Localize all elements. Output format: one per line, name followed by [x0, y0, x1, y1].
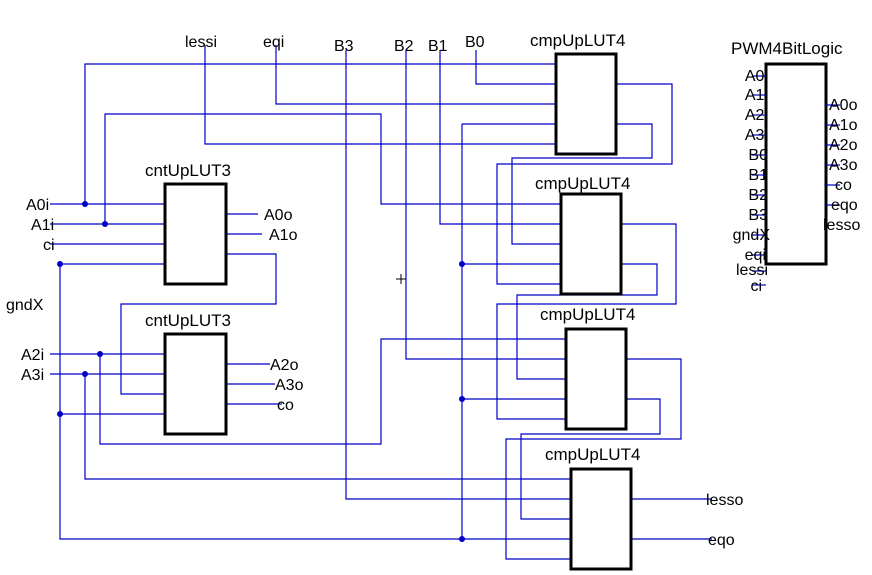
symbol-right-pins — [826, 104, 840, 206]
output-label-co: co — [277, 397, 294, 414]
pin-label: ci — [750, 278, 762, 295]
crosshair-cursor-icon — [396, 274, 406, 284]
block-label: cntUpLUT3 — [145, 161, 231, 180]
junction-dot — [82, 201, 88, 207]
wire-cmp1-outputs[interactable] — [496, 83, 673, 285]
junctions — [57, 201, 465, 542]
wire-b0[interactable] — [475, 50, 556, 85]
block-body[interactable] — [163, 182, 228, 286]
symbol-title: PWM4BitLogic — [731, 39, 843, 58]
block-label: cmpUpLUT4 — [545, 445, 640, 464]
junction-dot — [459, 396, 465, 402]
port-label-a0i: A0i — [26, 197, 49, 214]
block-body[interactable] — [163, 332, 228, 436]
pin-label: B0 — [748, 147, 768, 164]
port-label-a3i: A3i — [21, 367, 44, 384]
junction-dot — [82, 371, 88, 377]
port-label-b1: B1 — [428, 38, 448, 55]
pin-label: eqo — [831, 197, 858, 214]
wire-b3[interactable] — [345, 50, 571, 500]
pin-label: eqi — [745, 247, 766, 264]
symbol-body[interactable] — [764, 62, 828, 266]
pin-label: co — [835, 177, 852, 194]
output-label-a2o: A2o — [270, 357, 299, 374]
wire-a3i[interactable] — [50, 373, 571, 480]
comparator-block-4[interactable]: cmpUpLUT4 — [545, 445, 640, 571]
port-label-b3: B3 — [334, 38, 354, 55]
wire-b1[interactable] — [439, 50, 561, 225]
comparator-block-1[interactable]: cmpUpLUT4 — [530, 31, 625, 156]
output-label-a3o: A3o — [275, 377, 304, 394]
port-label-lessi: lessi — [185, 34, 217, 51]
port-label-gndx: gndX — [6, 297, 44, 314]
junction-dot — [97, 351, 103, 357]
wire-gndx[interactable] — [59, 123, 571, 540]
block-body[interactable] — [564, 327, 628, 431]
pin-label: A2i — [745, 107, 768, 124]
pin-label: A1i — [745, 87, 768, 104]
wire-a2i[interactable] — [50, 338, 566, 445]
wire-counter2-outputs[interactable] — [226, 363, 282, 405]
comparator-block-2[interactable]: cmpUpLUT4 — [535, 174, 630, 296]
output-label-a1o: A1o — [269, 227, 298, 244]
junction-dot — [102, 221, 108, 227]
counter-block-1[interactable]: cntUpLUT3 A0o A1o — [145, 161, 298, 286]
block-body[interactable] — [559, 192, 623, 296]
wire-lessi[interactable] — [204, 45, 556, 145]
output-label-a0o: A0o — [264, 207, 293, 224]
pin-label: B1 — [748, 167, 768, 184]
port-label-a2i: A2i — [21, 347, 44, 364]
pin-label: lessi — [736, 262, 768, 279]
port-label-eqi: eqi — [263, 34, 284, 51]
pin-label: B2 — [748, 187, 768, 204]
port-label-b2: B2 — [394, 38, 414, 55]
junction-dot — [459, 536, 465, 542]
counter-block-2[interactable]: cntUpLUT3 A2o A3o co — [145, 311, 304, 436]
port-label-ci: ci — [43, 237, 55, 254]
port-label-eqo: eqo — [708, 532, 735, 549]
pwm4bitlogic-symbol[interactable]: PWM4BitLogic A0i A1i A2i A3i B0 B1 B2 B3… — [731, 39, 860, 295]
block-body[interactable] — [569, 467, 633, 571]
symbol-left-pins — [752, 75, 766, 286]
block-label: cntUpLUT3 — [145, 311, 231, 330]
pin-label: A3o — [829, 157, 858, 174]
wire-a0i[interactable] — [50, 63, 556, 205]
pin-label: A1o — [829, 117, 858, 134]
port-label-b0: B0 — [465, 34, 485, 51]
wire-cmp3-outputs[interactable] — [505, 358, 682, 560]
symbol-right-pin-labels: A0o A1o A2o A3o co eqo lesso — [823, 97, 860, 234]
pin-label: lesso — [823, 217, 860, 234]
pin-label: A0i — [745, 68, 768, 85]
comparator-block-3[interactable]: cmpUpLUT4 — [540, 305, 635, 431]
wire-eqi[interactable] — [275, 45, 556, 105]
port-label-a1i: A1i — [31, 217, 54, 234]
wire-a1i[interactable] — [50, 113, 561, 225]
pin-label: A2o — [829, 137, 858, 154]
wires — [50, 45, 712, 560]
junction-dot — [57, 261, 63, 267]
wire-counter1-outputs[interactable] — [120, 213, 277, 395]
symbol-left-pin-labels: A0i A1i A2i A3i B0 B1 B2 B3 gndX eqi les… — [733, 68, 771, 295]
pin-label: A0o — [829, 97, 858, 114]
pin-label: A3i — [745, 127, 768, 144]
junction-dot — [57, 411, 63, 417]
block-label: cmpUpLUT4 — [540, 305, 635, 324]
port-label-lesso: lesso — [706, 492, 743, 509]
pin-label: gndX — [733, 227, 771, 244]
block-body[interactable] — [554, 52, 618, 156]
block-label: cmpUpLUT4 — [535, 174, 630, 193]
block-label: cmpUpLUT4 — [530, 31, 625, 50]
junction-dot — [459, 261, 465, 267]
pin-label: B3 — [748, 207, 768, 224]
wire-b2[interactable] — [405, 50, 566, 360]
